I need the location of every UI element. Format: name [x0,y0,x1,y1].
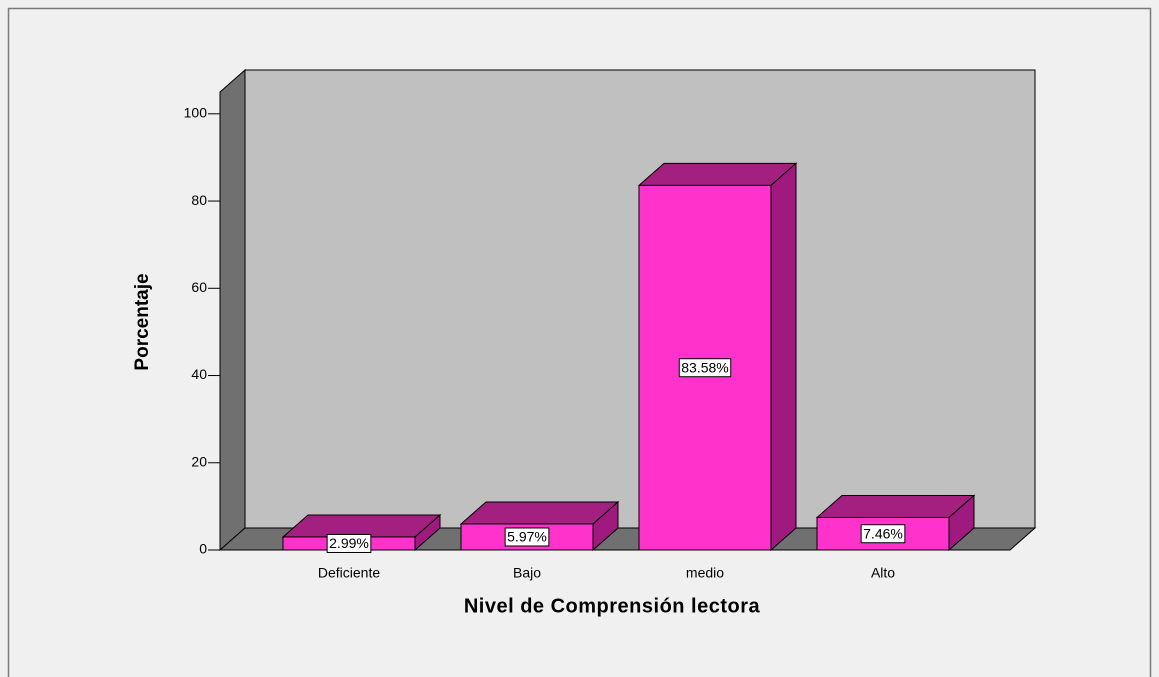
y-tick-label: 40 [191,366,207,382]
value-label-bg [678,358,732,378]
x-axis-title: Nivel de Comprensión lectora [464,595,761,617]
x-tick-label: Bajo [513,565,541,581]
y-tick-label: 20 [191,453,207,469]
y-tick-label: 60 [191,279,207,295]
y-tick-label: 80 [191,192,207,208]
bar-top [637,162,798,186]
value-label: 2.99% [329,535,369,551]
value-label: 5.97% [507,529,547,545]
value-label-bg [504,527,550,547]
bar-top [815,494,976,518]
left-wall [219,68,246,552]
x-tick-label: Deficiente [318,565,380,581]
value-label-box: 2.99% [326,533,372,553]
frame [7,7,1152,677]
x-tick-label: Alto [871,565,895,581]
y-axis-title: Porcentaje [132,273,153,370]
value-label-box: 83.58% [678,358,732,378]
bar-top [459,501,620,525]
value-label-box: 5.97% [504,527,550,547]
y-tick-label: 0 [199,541,207,557]
y-tick-label: 100 [184,105,208,121]
value-label-bg [860,524,906,544]
value-label-bg [326,533,372,553]
bar-top [281,514,442,538]
bar-side [770,162,797,552]
value-label: 83.58% [681,359,728,375]
value-label: 7.46% [863,525,903,541]
x-tick-label: medio [686,565,724,581]
value-label-box: 7.46% [860,524,906,544]
